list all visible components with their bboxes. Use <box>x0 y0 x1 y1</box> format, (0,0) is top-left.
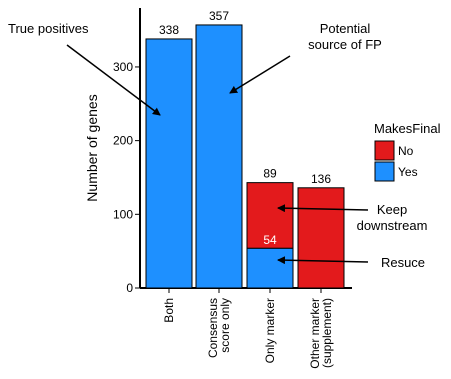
y-tick-label: 100 <box>113 207 133 221</box>
annotation-true-pos: True positives <box>8 21 89 36</box>
bar-no <box>246 182 294 249</box>
y-axis-title: Number of genes <box>84 94 100 201</box>
legend-title: MakesFinal <box>374 121 441 136</box>
annotation-arrow <box>277 256 369 265</box>
legend-swatch-no <box>374 140 395 161</box>
annotation-keep-downstream: Keep downstream <box>357 202 428 233</box>
annotation-arrow <box>229 55 291 94</box>
y-tick-label: 0 <box>126 281 133 295</box>
bar-total-label: 357 <box>209 9 229 23</box>
bar-inner-label: 54 <box>263 233 277 247</box>
x-tick-label: Both <box>162 298 176 323</box>
annotation-arrow <box>66 44 161 116</box>
legend-label-no: No <box>398 144 414 158</box>
bar-total-label: 89 <box>263 167 277 181</box>
bar-yes <box>195 24 243 289</box>
legend-label-yes: Yes <box>398 165 418 179</box>
annotation-potential-fp: Potential source of FP <box>308 21 382 52</box>
y-tick-label: 200 <box>113 134 133 148</box>
bar-yes <box>246 247 294 289</box>
y-tick-label: 300 <box>113 60 133 74</box>
x-tick-label: Other marker(supplement) <box>308 298 334 369</box>
bar-total-label: 136 <box>311 172 331 186</box>
annotation-arrow <box>277 204 369 213</box>
bar-yes <box>145 38 193 289</box>
legend-swatch-yes <box>374 161 395 182</box>
annotation-rescue: Resuce <box>381 255 425 270</box>
x-tick-label: Consensusscore only <box>206 298 232 358</box>
x-tick-label: Only marker <box>263 298 277 363</box>
bar-no <box>297 187 345 289</box>
bar-total-label: 338 <box>159 23 179 37</box>
